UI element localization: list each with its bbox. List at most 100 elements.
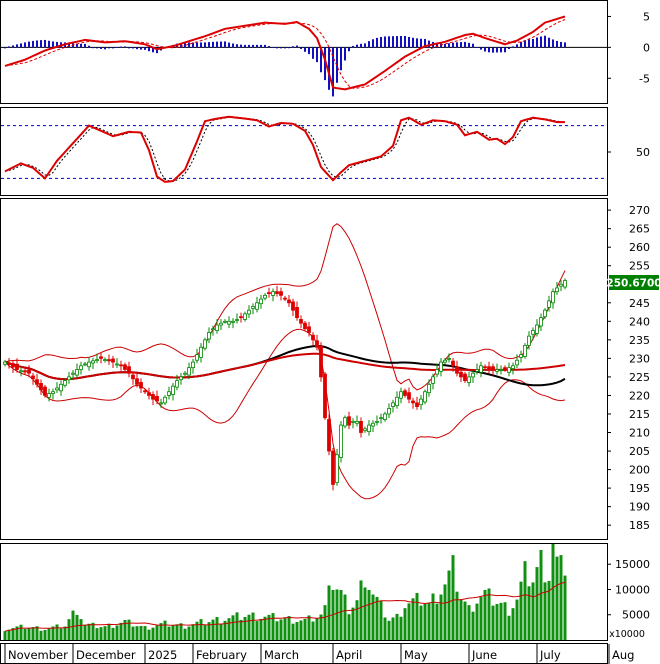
volume-bar <box>171 625 175 640</box>
candle <box>335 448 339 486</box>
time-axis-label: February <box>196 648 247 662</box>
time-axis-label: March <box>264 648 299 662</box>
candle <box>191 358 195 374</box>
volume-axis-tick-label: 10000 <box>615 583 650 596</box>
candle-body <box>435 369 439 375</box>
macd-histogram-bar <box>100 47 102 49</box>
macd-histogram-bar <box>468 42 470 48</box>
macd-histogram-bar <box>156 47 158 54</box>
price-axis-tick-label: 200 <box>629 464 650 477</box>
volume-bar <box>339 589 343 640</box>
candle-body <box>111 358 115 363</box>
macd-line <box>4 15 566 91</box>
candle-body <box>127 366 131 374</box>
candle-body <box>263 294 267 299</box>
macd-histogram-bar <box>44 39 46 48</box>
candle-body <box>499 369 503 371</box>
candle <box>339 421 343 463</box>
volume-bar <box>103 626 107 640</box>
candle-body <box>483 366 487 369</box>
volume-bar <box>251 612 255 640</box>
macd-histogram-bar <box>480 47 482 50</box>
volume-bar <box>295 621 299 640</box>
macd-histogram-bar <box>12 45 14 48</box>
volume-bar <box>243 616 247 640</box>
candle <box>267 287 271 298</box>
volume-bar <box>335 589 339 640</box>
stochastic-panel-frame <box>0 107 608 196</box>
candle <box>459 368 463 382</box>
candle-body <box>191 361 195 369</box>
candle <box>95 353 99 364</box>
candle <box>139 378 143 394</box>
candle-body <box>71 372 75 375</box>
macd-histogram-bar <box>276 47 278 49</box>
candle <box>151 391 155 406</box>
macd-histogram-bar <box>124 46 126 48</box>
candle <box>403 388 407 398</box>
macd-histogram-bar <box>268 46 270 48</box>
candle-body <box>75 369 79 376</box>
volume-bar <box>439 594 443 640</box>
candle-body <box>451 360 455 367</box>
candle <box>531 327 535 341</box>
price-axis-tick-label: 205 <box>629 445 650 458</box>
candle-body <box>283 297 287 300</box>
candle-body <box>63 380 67 386</box>
candle-body <box>415 402 419 407</box>
candle-body <box>211 328 215 331</box>
macd-histogram-bar <box>92 47 94 49</box>
candle-body <box>335 454 339 483</box>
candle-body <box>95 359 99 362</box>
volume-panel-frame <box>0 543 608 641</box>
candle <box>291 298 295 317</box>
volume-bar <box>299 620 303 640</box>
volume-bar <box>227 618 231 640</box>
candle <box>223 319 227 324</box>
volume-bar <box>411 598 415 640</box>
macd-histogram-bar <box>364 43 366 48</box>
macd-panel <box>1 15 607 97</box>
candle-body <box>7 362 11 365</box>
price-axis-tick-label: 270 <box>629 204 650 217</box>
macd-histogram-bar <box>452 42 454 48</box>
macd-histogram-bar <box>148 47 150 52</box>
candle-body <box>131 374 135 380</box>
candle <box>287 294 291 307</box>
volume-bar <box>279 619 283 640</box>
candle <box>539 313 543 331</box>
candle-body <box>259 298 263 305</box>
volume-bar <box>143 626 147 640</box>
candle-body <box>179 376 183 381</box>
volume-bar <box>519 581 523 640</box>
volume-bar <box>315 618 319 640</box>
macd-histogram-bar <box>128 47 130 49</box>
candle <box>135 372 139 388</box>
candle <box>19 366 23 377</box>
macd-histogram-bar <box>348 47 350 52</box>
volume-bar <box>479 597 483 640</box>
candle-body <box>403 390 407 396</box>
volume-bar <box>223 620 227 640</box>
volume-bar <box>311 621 315 640</box>
macd-histogram-bar <box>180 43 182 48</box>
candle-body <box>471 372 475 378</box>
candle <box>399 387 403 404</box>
macd-histogram-bar <box>32 40 34 48</box>
macd-histogram-bar <box>400 36 402 48</box>
candle <box>147 387 151 400</box>
candle <box>327 414 331 456</box>
macd-histogram-bar <box>544 35 546 48</box>
price-axis-tick-label: 245 <box>629 297 650 310</box>
macd-histogram-bar <box>212 41 214 48</box>
candle-body <box>495 369 499 372</box>
volume-bar <box>399 616 403 640</box>
candle <box>127 361 131 378</box>
candle-body <box>363 428 367 432</box>
candle-body <box>15 363 19 370</box>
macd-histogram-bar <box>196 42 198 48</box>
last-price-badge <box>609 275 659 290</box>
candle <box>87 357 91 371</box>
candle-body <box>355 420 359 424</box>
volume-bar <box>99 627 103 640</box>
